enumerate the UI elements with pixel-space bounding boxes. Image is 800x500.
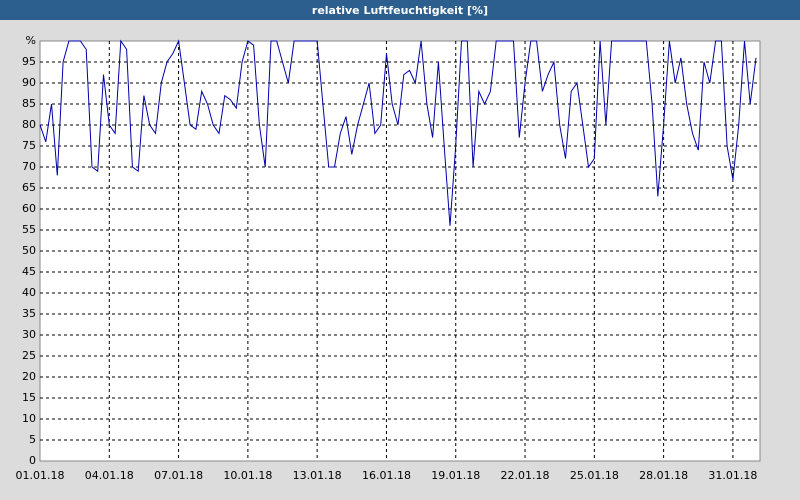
x-tick-label: 13.01.18: [293, 469, 342, 482]
x-tick-label: 16.01.18: [362, 469, 411, 482]
y-tick-label: 40: [22, 286, 36, 299]
x-tick-label: 04.01.18: [85, 469, 134, 482]
x-tick-label: 10.01.18: [223, 469, 272, 482]
x-tick-label: 31.01.18: [708, 469, 757, 482]
x-tick-label: 25.01.18: [570, 469, 619, 482]
y-tick-label: 30: [22, 328, 36, 341]
y-tick-label: 75: [22, 139, 36, 152]
y-tick-label: 55: [22, 223, 36, 236]
y-tick-label: 80: [22, 118, 36, 131]
y-tick-label: 35: [22, 307, 36, 320]
y-tick-label: 10: [22, 412, 36, 425]
y-tick-label: 45: [22, 265, 36, 278]
x-tick-label: 01.01.18: [16, 469, 65, 482]
x-tick-label: 22.01.18: [501, 469, 550, 482]
y-tick-label: 90: [22, 76, 36, 89]
y-tick-label: 50: [22, 244, 36, 257]
chart-title: relative Luftfeuchtigkeit [%]: [312, 4, 488, 17]
y-tick-label: 25: [22, 349, 36, 362]
y-tick-label: 65: [22, 181, 36, 194]
data-line: [39, 39, 757, 226]
title-bar: [0, 0, 800, 20]
y-tick-label: 60: [22, 202, 36, 215]
y-tick-label: 20: [22, 370, 36, 383]
x-tick-label: 19.01.18: [431, 469, 480, 482]
y-tick-label: 5: [29, 433, 36, 446]
y-tick-label: 85: [22, 97, 36, 110]
x-tick-label: 28.01.18: [639, 469, 688, 482]
y-tick-label: 15: [22, 391, 36, 404]
y-tick-label: 70: [22, 160, 36, 173]
y-tick-label: %: [26, 34, 36, 47]
x-tick-label: 07.01.18: [154, 469, 203, 482]
y-tick-label: 0: [29, 454, 36, 467]
y-tick-label: 95: [22, 55, 36, 68]
